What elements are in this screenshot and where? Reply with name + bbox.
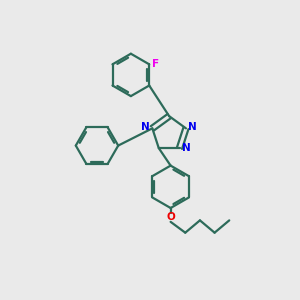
Text: F: F: [152, 59, 159, 69]
Text: N: N: [188, 122, 197, 132]
Text: N: N: [182, 143, 190, 153]
Text: N: N: [142, 122, 150, 132]
Text: O: O: [166, 212, 175, 222]
